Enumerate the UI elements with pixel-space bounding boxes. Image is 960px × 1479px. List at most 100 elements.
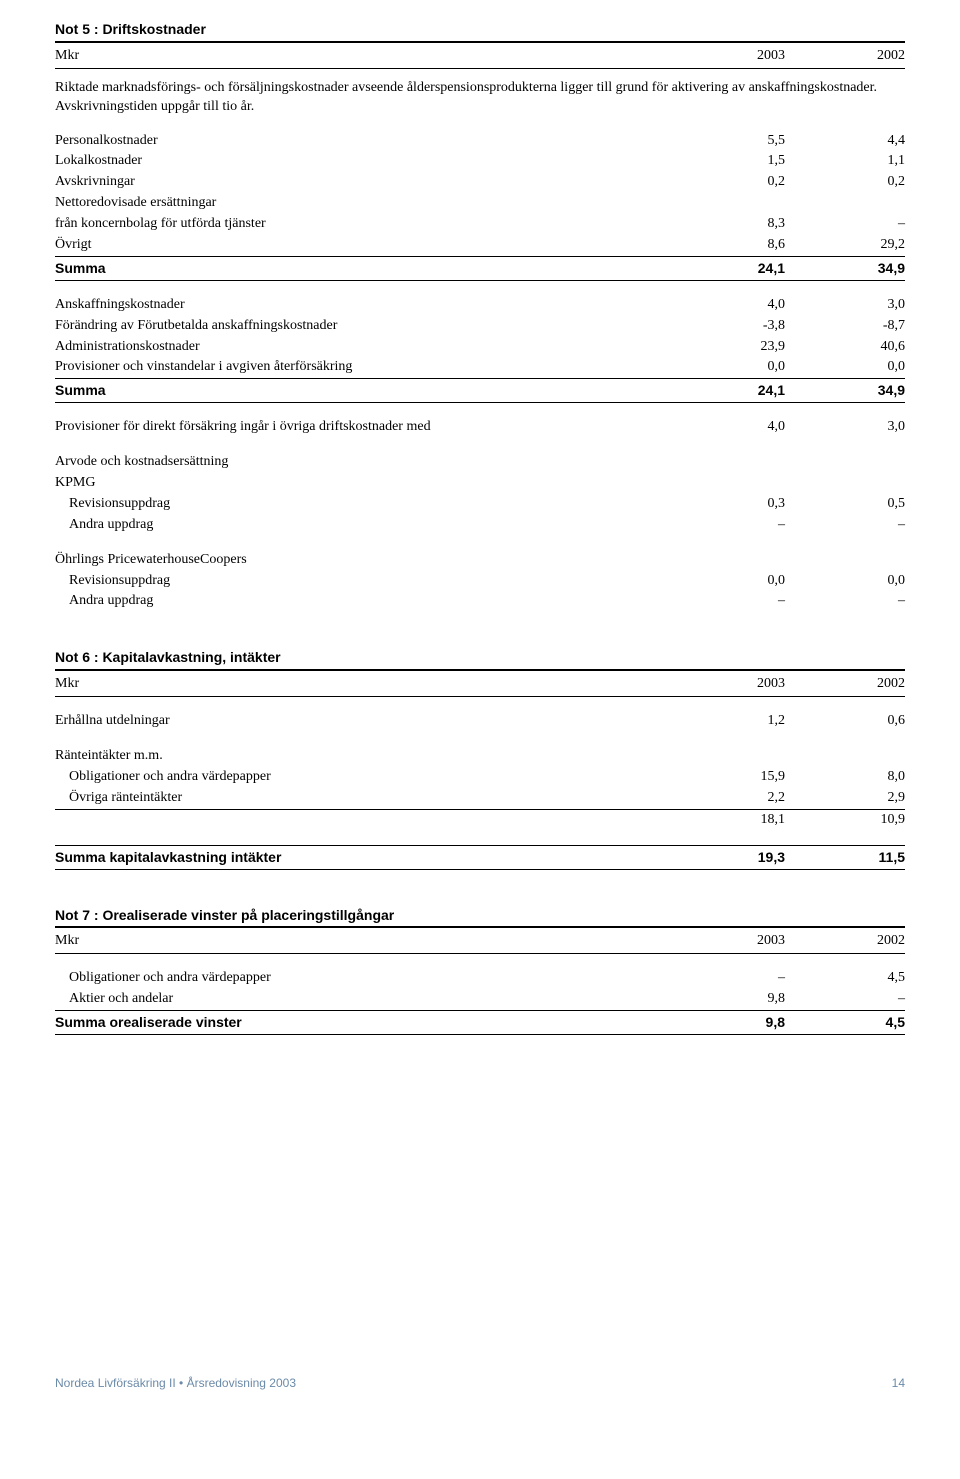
row-label: från koncernbolag för utförda tjänster xyxy=(55,215,665,234)
table-row: Öhrlings PricewaterhouseCoopers xyxy=(55,550,905,571)
row-label: Obligationer och andra värdepapper xyxy=(55,768,665,787)
page-footer: Nordea Livförsäkring II • Årsredovisning… xyxy=(55,1375,905,1391)
footer-left: Nordea Livförsäkring II • Årsredovisning… xyxy=(55,1375,296,1391)
row-label: Provisioner för direkt försäkring ingår … xyxy=(55,418,665,437)
row-val xyxy=(665,474,785,493)
row-val: 2,2 xyxy=(665,789,785,808)
mkr-label: Mkr xyxy=(55,932,665,951)
row-label: KPMG xyxy=(55,474,665,493)
summa-row: Summa24,134,9 xyxy=(55,378,905,403)
row-val: 4,4 xyxy=(785,132,905,151)
table-row: Revisionsuppdrag0,30,5 xyxy=(55,494,905,515)
row-val: 23,9 xyxy=(665,338,785,357)
summa-row: Summa orealiserade vinster9,84,5 xyxy=(55,1010,905,1035)
table-row: Revisionsuppdrag0,00,0 xyxy=(55,571,905,592)
year-2003: 2003 xyxy=(665,932,785,951)
row-val: 3,0 xyxy=(785,418,905,437)
table-row: Övrigt8,629,2 xyxy=(55,235,905,256)
note5-intro: Riktade marknadsförings- och försäljning… xyxy=(55,79,905,117)
row-label xyxy=(55,811,665,830)
row-val: 10,9 xyxy=(785,811,905,830)
row-val: 2,9 xyxy=(785,789,905,808)
row-val xyxy=(785,474,905,493)
table-row: Andra uppdrag–– xyxy=(55,515,905,536)
page-number: 14 xyxy=(892,1375,905,1391)
row-val: 29,2 xyxy=(785,236,905,255)
table-row: Förändring av Förutbetalda anskaffningsk… xyxy=(55,316,905,337)
row-val: 8,6 xyxy=(665,236,785,255)
table-row: Arvode och kostnadsersättning xyxy=(55,452,905,473)
row-val: 0,0 xyxy=(785,572,905,591)
row-val xyxy=(785,453,905,472)
row-val: -8,7 xyxy=(785,317,905,336)
note5-header: Mkr 2003 2002 xyxy=(55,45,905,69)
row-val: 8,0 xyxy=(785,768,905,787)
subtotal-row: 18,110,9 xyxy=(55,809,905,831)
row-label: Förändring av Förutbetalda anskaffningsk… xyxy=(55,317,665,336)
row-val xyxy=(665,194,785,213)
row-label: Övrigt xyxy=(55,236,665,255)
table-row: KPMG xyxy=(55,473,905,494)
table-row: Anskaffningskostnader4,03,0 xyxy=(55,295,905,316)
table-row: Nettoredovisade ersättningar xyxy=(55,193,905,214)
row-label: Erhållna utdelningar xyxy=(55,712,665,731)
row-label: Övriga ränteintäkter xyxy=(55,789,665,808)
row-val: – xyxy=(785,990,905,1009)
row-label: Ränteintäkter m.m. xyxy=(55,747,665,766)
summa-val: 19,3 xyxy=(665,848,785,867)
summa-val: 9,8 xyxy=(665,1013,785,1032)
row-label: Aktier och andelar xyxy=(55,990,665,1009)
row-val: 0,0 xyxy=(665,358,785,377)
summa-row: Summa kapitalavkastning intäkter19,311,5 xyxy=(55,845,905,870)
row-val: 3,0 xyxy=(785,296,905,315)
row-label: Personalkostnader xyxy=(55,132,665,151)
mkr-label: Mkr xyxy=(55,675,665,694)
row-val xyxy=(665,551,785,570)
row-val: 0,2 xyxy=(785,173,905,192)
summa-label: Summa kapitalavkastning intäkter xyxy=(55,848,665,867)
summa-label: Summa xyxy=(55,259,665,278)
note6-header: Mkr 2003 2002 xyxy=(55,673,905,697)
row-val xyxy=(665,747,785,766)
row-label: Avskrivningar xyxy=(55,173,665,192)
summa-row: Summa24,134,9 xyxy=(55,256,905,281)
row-val xyxy=(785,194,905,213)
table-row: Obligationer och andra värdepapper–4,5 xyxy=(55,968,905,989)
table-row: Provisioner och vinstandelar i avgiven å… xyxy=(55,357,905,378)
row-val: 5,5 xyxy=(665,132,785,151)
row-val: 15,9 xyxy=(665,768,785,787)
table-row: Administrationskostnader23,940,6 xyxy=(55,337,905,358)
year-2003: 2003 xyxy=(665,675,785,694)
row-val xyxy=(785,747,905,766)
table-row: Personalkostnader5,54,4 xyxy=(55,131,905,152)
row-val: 1,1 xyxy=(785,152,905,171)
summa-val: 11,5 xyxy=(785,848,905,867)
mkr-label: Mkr xyxy=(55,47,665,66)
row-val: – xyxy=(785,592,905,611)
row-val: 1,5 xyxy=(665,152,785,171)
row-val: 0,5 xyxy=(785,495,905,514)
table-row: från koncernbolag för utförda tjänster8,… xyxy=(55,214,905,235)
summa-val: 34,9 xyxy=(785,259,905,278)
table-row: Aktier och andelar9,8– xyxy=(55,989,905,1010)
summa-val: 24,1 xyxy=(665,259,785,278)
row-val: 0,0 xyxy=(665,572,785,591)
table-row: Övriga ränteintäkter2,22,9 xyxy=(55,788,905,809)
row-val: 1,2 xyxy=(665,712,785,731)
row-val: 8,3 xyxy=(665,215,785,234)
note7-title: Not 7 : Orealiserade vinster på placerin… xyxy=(55,906,905,929)
row-val: 9,8 xyxy=(665,990,785,1009)
row-label: Arvode och kostnadsersättning xyxy=(55,453,665,472)
table-row: Provisioner för direkt försäkring ingår … xyxy=(55,417,905,438)
row-val: 4,5 xyxy=(785,969,905,988)
row-val: – xyxy=(665,592,785,611)
row-label: Öhrlings PricewaterhouseCoopers xyxy=(55,551,665,570)
summa-val: 4,5 xyxy=(785,1013,905,1032)
row-label: Anskaffningskostnader xyxy=(55,296,665,315)
summa-val: 24,1 xyxy=(665,381,785,400)
row-label: Administrationskostnader xyxy=(55,338,665,357)
table-row: Lokalkostnader1,51,1 xyxy=(55,151,905,172)
row-val xyxy=(785,551,905,570)
row-val: 0,0 xyxy=(785,358,905,377)
row-val: -3,8 xyxy=(665,317,785,336)
